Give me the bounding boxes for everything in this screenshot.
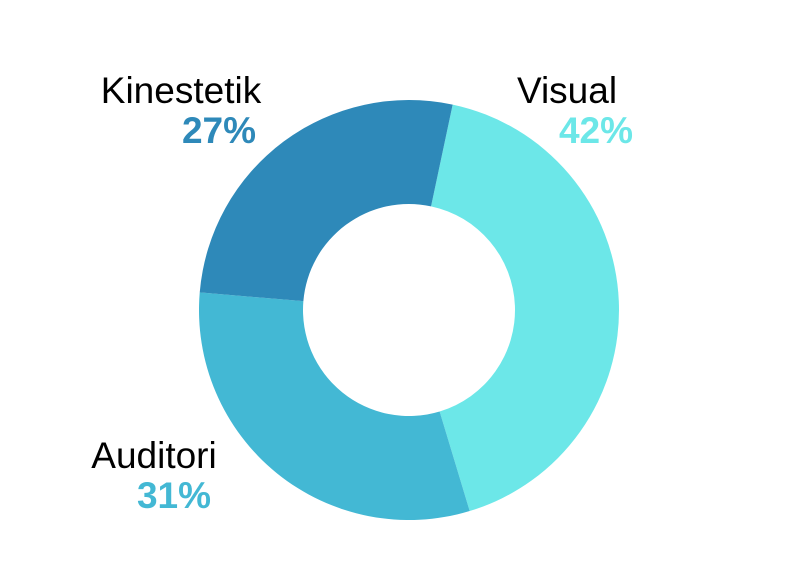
- label-auditori-value: 31%: [137, 475, 211, 516]
- label-kinestetik-value: 27%: [182, 110, 256, 151]
- slice-kinestetik: [199, 100, 453, 302]
- slice-auditori: [198, 292, 470, 521]
- slice-labels: Visual 42% Auditori 31% Kinestetik 27%: [91, 70, 633, 516]
- donut-slices: [198, 100, 619, 521]
- label-visual-name: Visual: [517, 70, 617, 111]
- slice-visual: [431, 104, 619, 512]
- label-visual-value: 42%: [559, 110, 633, 151]
- label-auditori-name: Auditori: [91, 435, 216, 476]
- label-kinestetik-name: Kinestetik: [101, 70, 262, 111]
